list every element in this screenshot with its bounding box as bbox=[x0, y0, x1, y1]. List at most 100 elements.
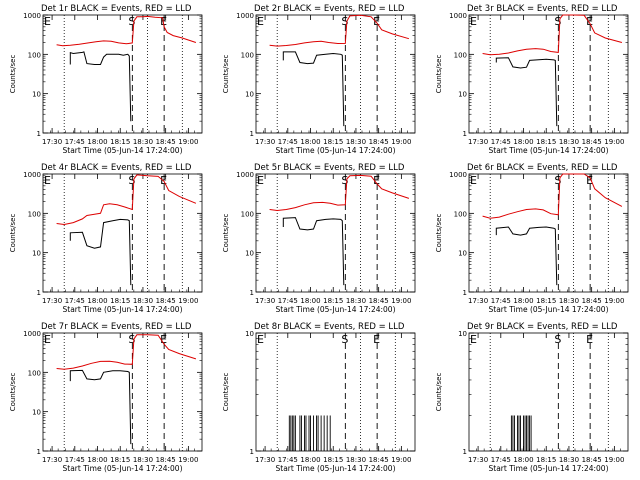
x-tick-label: 17:45 bbox=[491, 456, 511, 464]
panel-title: Det 1r BLACK = Events, RED = LLD bbox=[41, 4, 192, 14]
x-tick-label: 18:00 bbox=[87, 138, 107, 146]
x-tick-label: 17:45 bbox=[65, 138, 85, 146]
x-axis-label: Start Time (05-Jun-14 17:24:00) bbox=[63, 305, 183, 314]
panel-det-7: Det 7r BLACK = Events, RED = LLD 1 10 100 10… bbox=[9, 322, 203, 473]
marker-label-S: S bbox=[128, 15, 135, 28]
x-tick-label: 18:00 bbox=[513, 138, 533, 146]
x-tick-label: 18:00 bbox=[300, 138, 320, 146]
x-tick-label: 19:00 bbox=[391, 297, 411, 305]
plot-frame bbox=[468, 14, 629, 134]
y-tick-label: 100 bbox=[28, 369, 41, 377]
y-tick-label: 10 bbox=[32, 91, 41, 99]
x-tick-label: 17:45 bbox=[491, 297, 511, 305]
panel-det-2: Det 2r BLACK = Events, RED = LLD 1 10 100 10… bbox=[222, 4, 416, 155]
marker-label-E: E bbox=[160, 333, 167, 346]
y-tick-label: 100 bbox=[241, 210, 254, 218]
y-axis-label: Counts/sec bbox=[9, 214, 17, 253]
x-tick-label: 18:45 bbox=[156, 297, 176, 305]
plot-frame bbox=[255, 332, 416, 452]
panel-title: Det 2r BLACK = Events, RED = LLD bbox=[254, 4, 405, 14]
marker-label-E: E bbox=[44, 15, 51, 28]
x-tick-label: 18:00 bbox=[513, 297, 533, 305]
x-tick-label: 18:30 bbox=[346, 456, 366, 464]
x-tick-label: 18:00 bbox=[513, 456, 533, 464]
x-tick-label: 18:30 bbox=[346, 297, 366, 305]
plot-frame bbox=[468, 173, 629, 293]
x-tick-label: 17:45 bbox=[65, 456, 85, 464]
events-series-line bbox=[69, 218, 132, 286]
panel-det-8: Det 8r BLACK = Events, RED = LLD 1 10 17:30… bbox=[222, 322, 416, 473]
panel-title: Det 9r BLACK = Events, RED = LLD bbox=[467, 322, 618, 332]
x-axis-label: Start Time (05-Jun-14 17:24:00) bbox=[489, 146, 609, 155]
marker-label-E: E bbox=[470, 333, 477, 346]
x-tick-label: 18:45 bbox=[156, 456, 176, 464]
marker-label-S: S bbox=[128, 333, 135, 346]
marker-label-S: S bbox=[554, 174, 561, 187]
marker-label-E: E bbox=[470, 174, 477, 187]
x-tick-label: 17:30 bbox=[42, 297, 62, 305]
x-tick-label: 18:00 bbox=[87, 297, 107, 305]
x-tick-label: 18:45 bbox=[582, 456, 602, 464]
panel-title: Det 5r BLACK = Events, RED = LLD bbox=[254, 163, 405, 173]
marker-label-S: S bbox=[554, 333, 561, 346]
x-tick-label: 18:45 bbox=[582, 297, 602, 305]
x-tick-label: 17:45 bbox=[65, 297, 85, 305]
marker-label-E: E bbox=[373, 15, 380, 28]
plot-frame bbox=[42, 332, 203, 452]
x-tick-label: 18:15 bbox=[110, 456, 130, 464]
lld-series-line bbox=[269, 14, 410, 47]
plot-frame bbox=[42, 14, 203, 134]
marker-label-E: E bbox=[470, 15, 477, 28]
x-axis-label: Start Time (05-Jun-14 17:24:00) bbox=[276, 305, 396, 314]
y-tick-label: 1 bbox=[463, 289, 467, 297]
x-tick-label: 17:45 bbox=[278, 456, 298, 464]
x-tick-label: 19:00 bbox=[391, 138, 411, 146]
y-tick-label: 1 bbox=[250, 448, 254, 456]
lld-series-line bbox=[482, 173, 623, 219]
panel-det-5: Det 5r BLACK = Events, RED = LLD 1 10 100 10… bbox=[222, 163, 416, 314]
y-tick-label: 1 bbox=[463, 130, 467, 138]
y-tick-label: 100 bbox=[454, 210, 467, 218]
y-tick-label: 1000 bbox=[236, 12, 254, 20]
marker-label-S: S bbox=[554, 15, 561, 28]
x-tick-label: 18:00 bbox=[87, 456, 107, 464]
panel-det-9: Det 9r BLACK = Events, RED = LLD 1 10 17:30… bbox=[435, 322, 629, 473]
y-tick-label: 100 bbox=[28, 51, 41, 59]
y-axis-label: Counts/sec bbox=[9, 55, 17, 94]
marker-label-E: E bbox=[373, 333, 380, 346]
x-tick-label: 18:30 bbox=[346, 138, 366, 146]
panel-title: Det 4r BLACK = Events, RED = LLD bbox=[41, 163, 192, 173]
lld-series-line bbox=[56, 15, 197, 47]
x-tick-label: 18:45 bbox=[369, 138, 389, 146]
y-tick-label: 1 bbox=[37, 448, 41, 456]
marker-label-S: S bbox=[341, 15, 348, 28]
y-tick-label: 1000 bbox=[449, 171, 467, 179]
marker-label-S: S bbox=[128, 174, 135, 187]
x-tick-label: 17:45 bbox=[278, 138, 298, 146]
plot-frame bbox=[468, 332, 629, 452]
x-tick-label: 18:15 bbox=[536, 297, 556, 305]
x-tick-label: 17:30 bbox=[255, 456, 275, 464]
lld-series-line bbox=[56, 174, 197, 226]
marker-label-E: E bbox=[257, 174, 264, 187]
y-axis-label: Counts/sec bbox=[222, 55, 230, 94]
plot-frame bbox=[255, 173, 416, 293]
x-tick-label: 19:00 bbox=[178, 456, 198, 464]
x-tick-label: 18:15 bbox=[323, 456, 343, 464]
x-tick-label: 19:00 bbox=[604, 456, 624, 464]
events-series-line bbox=[282, 217, 345, 286]
x-tick-label: 18:45 bbox=[369, 297, 389, 305]
x-tick-label: 19:00 bbox=[604, 138, 624, 146]
x-tick-label: 19:00 bbox=[391, 456, 411, 464]
panel-title: Det 7r BLACK = Events, RED = LLD bbox=[41, 322, 192, 332]
y-tick-label: 1 bbox=[37, 289, 41, 297]
panel-det-3: Det 3r BLACK = Events, RED = LLD 1 10 100 10… bbox=[435, 4, 629, 155]
y-axis-label: Counts/sec bbox=[222, 214, 230, 253]
x-axis-label: Start Time (05-Jun-14 17:24:00) bbox=[63, 464, 183, 473]
x-axis-label: Start Time (05-Jun-14 17:24:00) bbox=[63, 146, 183, 155]
x-tick-label: 17:30 bbox=[255, 297, 275, 305]
y-tick-label: 1 bbox=[250, 289, 254, 297]
marker-label-E: E bbox=[586, 174, 593, 187]
y-tick-label: 100 bbox=[454, 51, 467, 59]
